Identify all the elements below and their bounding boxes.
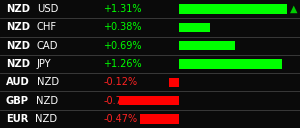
Text: NZD: NZD	[6, 59, 30, 69]
Text: +0.38%: +0.38%	[103, 22, 142, 32]
Text: +1.31%: +1.31%	[103, 4, 142, 14]
Text: JPY: JPY	[37, 59, 52, 69]
Text: GBP: GBP	[6, 96, 29, 106]
Text: +0.69%: +0.69%	[103, 41, 142, 51]
Bar	[178, 59, 282, 69]
Text: NZD: NZD	[6, 22, 30, 32]
Bar	[178, 23, 210, 32]
Text: -0.47%: -0.47%	[103, 114, 138, 124]
Text: NZD: NZD	[6, 4, 30, 14]
Text: NZD: NZD	[37, 77, 59, 87]
Text: NZD: NZD	[6, 41, 30, 51]
Bar	[119, 96, 178, 105]
Bar	[140, 114, 178, 124]
Bar	[178, 41, 236, 50]
Text: CHF: CHF	[37, 22, 57, 32]
Text: NZD: NZD	[36, 96, 58, 106]
Text: ▲: ▲	[290, 4, 297, 14]
Text: USD: USD	[37, 4, 58, 14]
Text: AUD: AUD	[6, 77, 30, 87]
Text: +1.26%: +1.26%	[103, 59, 142, 69]
Bar	[169, 78, 178, 87]
Text: NZD: NZD	[35, 114, 57, 124]
Text: -0.72%: -0.72%	[103, 96, 138, 106]
Bar	[178, 4, 286, 14]
Text: CAD: CAD	[37, 41, 58, 51]
Text: EUR: EUR	[6, 114, 28, 124]
Text: -0.12%: -0.12%	[103, 77, 138, 87]
